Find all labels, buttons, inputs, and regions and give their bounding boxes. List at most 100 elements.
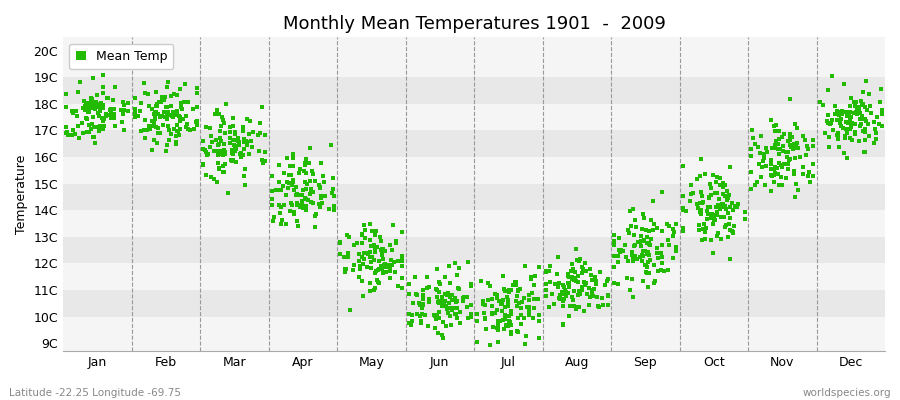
- Point: [222, 123, 237, 130]
- Point: [566, 296, 580, 303]
- Point: [757, 153, 771, 160]
- Point: [788, 141, 803, 147]
- Point: [858, 115, 872, 122]
- Bar: [63, 77, 885, 104]
- Point: [583, 294, 598, 300]
- Point: [408, 273, 422, 280]
- Point: [431, 309, 446, 315]
- Point: [352, 258, 366, 264]
- Point: [162, 127, 176, 134]
- Point: [751, 144, 765, 150]
- Point: [73, 79, 87, 86]
- Point: [716, 213, 731, 220]
- Point: [569, 306, 583, 312]
- Point: [785, 134, 799, 140]
- Point: [504, 287, 518, 293]
- Point: [770, 146, 785, 152]
- Point: [140, 127, 155, 134]
- Point: [744, 169, 759, 175]
- Point: [763, 166, 778, 172]
- Point: [237, 146, 251, 152]
- Point: [498, 304, 512, 310]
- Point: [544, 290, 559, 297]
- Point: [653, 250, 668, 256]
- Point: [327, 193, 341, 199]
- Point: [562, 273, 576, 280]
- Point: [216, 152, 230, 158]
- Point: [479, 326, 493, 332]
- Point: [392, 258, 406, 264]
- Point: [787, 171, 801, 178]
- Point: [768, 141, 782, 148]
- Point: [215, 114, 230, 120]
- Point: [785, 142, 799, 148]
- Point: [386, 222, 400, 228]
- Point: [302, 160, 316, 166]
- Point: [217, 147, 231, 154]
- Point: [676, 224, 690, 231]
- Point: [209, 148, 223, 154]
- Point: [325, 189, 339, 196]
- Point: [848, 129, 862, 136]
- Point: [286, 155, 301, 161]
- Point: [321, 206, 336, 212]
- Point: [117, 107, 131, 113]
- Point: [496, 297, 510, 304]
- Point: [845, 136, 859, 143]
- Point: [389, 240, 403, 247]
- Point: [283, 180, 297, 186]
- Point: [338, 266, 353, 272]
- Point: [363, 249, 377, 255]
- Point: [364, 242, 378, 249]
- Point: [168, 112, 183, 118]
- Point: [88, 106, 103, 112]
- Point: [500, 299, 515, 306]
- Point: [229, 145, 243, 152]
- Point: [727, 222, 742, 229]
- Point: [491, 327, 505, 334]
- Point: [299, 206, 313, 213]
- Point: [442, 305, 456, 311]
- Point: [304, 167, 319, 174]
- Point: [744, 153, 759, 159]
- Point: [719, 222, 733, 228]
- Point: [556, 322, 571, 328]
- Point: [352, 274, 366, 281]
- Point: [274, 216, 289, 223]
- Point: [532, 312, 546, 318]
- Point: [290, 202, 304, 208]
- Point: [211, 160, 225, 167]
- Point: [372, 258, 386, 264]
- Point: [710, 190, 724, 196]
- Point: [218, 149, 232, 155]
- Point: [304, 186, 319, 192]
- Point: [787, 168, 801, 174]
- Point: [353, 264, 367, 270]
- Point: [299, 195, 313, 202]
- Point: [148, 108, 163, 115]
- Point: [777, 161, 791, 168]
- Point: [751, 179, 765, 185]
- Point: [731, 201, 745, 207]
- Point: [705, 211, 719, 217]
- Point: [759, 163, 773, 169]
- Point: [212, 148, 227, 154]
- Point: [473, 278, 488, 284]
- Point: [303, 190, 318, 197]
- Point: [723, 204, 737, 210]
- Point: [790, 139, 805, 146]
- Point: [80, 129, 94, 136]
- Point: [699, 208, 714, 214]
- Point: [703, 204, 717, 210]
- Point: [279, 155, 293, 162]
- Point: [776, 148, 790, 154]
- Point: [141, 91, 156, 97]
- Point: [692, 173, 706, 179]
- Point: [843, 135, 858, 141]
- Point: [203, 144, 218, 150]
- Point: [490, 294, 504, 301]
- Point: [491, 319, 505, 326]
- Point: [359, 250, 374, 256]
- Point: [690, 201, 705, 208]
- Point: [243, 138, 257, 144]
